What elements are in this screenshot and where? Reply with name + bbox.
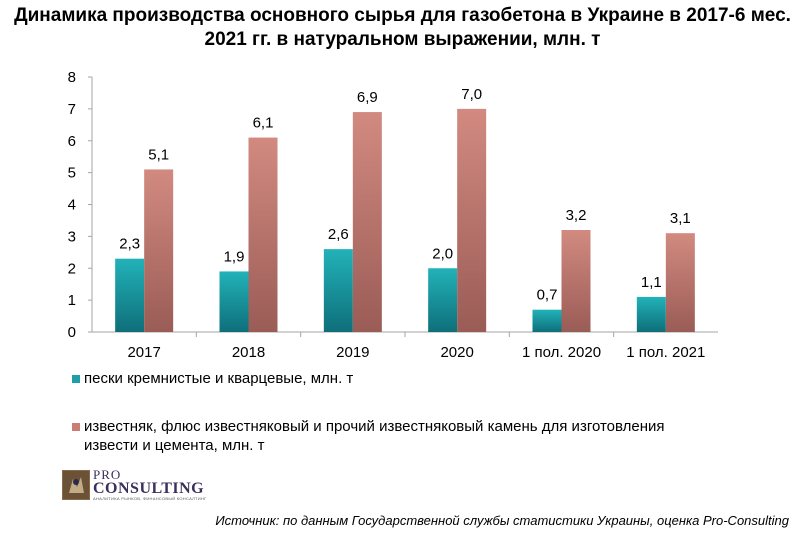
y-tick-label: 2 [68, 260, 76, 277]
pro-consulting-logo: PRO CONSULTING АНАЛИТИКА РЫНКОВ, ФИНАНСО… [62, 468, 207, 501]
bar-sands [323, 249, 353, 332]
legend-label-sands: пески кремнистые и кварцевые, млн. т [84, 370, 354, 387]
data-label-sands: 2,6 [328, 226, 349, 243]
bar-sands [428, 268, 458, 332]
data-label-sands: 2,3 [119, 236, 140, 253]
chart-title: Динамика производства основного сырья дл… [14, 5, 791, 50]
legend-label-limestone-line2: извести и цемента, млн. т [84, 437, 265, 454]
data-label-sands: 1,9 [224, 248, 245, 265]
data-label-limestone: 6,9 [357, 89, 378, 106]
y-tick-label: 7 [68, 101, 76, 118]
logo-consulting-text: CONSULTING [93, 480, 205, 497]
x-tick-label: 2018 [232, 344, 265, 361]
bar-limestone [665, 233, 695, 332]
x-tick-label: 2020 [440, 344, 473, 361]
legend-swatch-sands [72, 375, 80, 383]
bar-sands [115, 258, 145, 332]
source-note: Источник: по данным Государственной служ… [215, 513, 789, 528]
bar-limestone [561, 230, 591, 332]
y-tick-label: 0 [68, 324, 76, 341]
data-label-limestone: 6,1 [253, 115, 274, 132]
y-tick-label: 3 [68, 228, 76, 245]
y-tick-label: 6 [68, 133, 76, 150]
legend-label-limestone: известняк, флюс известняковый и прочий и… [84, 417, 665, 455]
data-label-limestone: 3,2 [566, 207, 587, 224]
y-tick-label: 5 [68, 165, 76, 182]
x-tick-label: 2017 [127, 344, 160, 361]
legend-item-limestone: известняк, флюс известняковый и прочий и… [72, 417, 665, 455]
bar-sands [532, 309, 562, 332]
data-label-sands: 2,0 [432, 245, 453, 262]
data-label-sands: 1,1 [641, 274, 662, 291]
bar-sands [636, 296, 666, 332]
bar-limestone [144, 169, 174, 332]
y-tick-label: 4 [68, 197, 76, 214]
y-tick-label: 1 [68, 292, 76, 309]
legend-label-limestone-line1: известняк, флюс известняковый и прочий и… [84, 418, 665, 435]
data-label-limestone: 3,1 [670, 210, 691, 227]
x-tick-label: 1 пол. 2020 [522, 344, 601, 361]
bar-limestone [248, 137, 278, 332]
data-label-sands: 0,7 [537, 287, 558, 304]
data-label-limestone: 7,0 [461, 86, 482, 103]
logo-pro-text: PRO [93, 467, 122, 482]
data-label-limestone: 5,1 [148, 146, 169, 163]
logo-emblem-icon [62, 469, 90, 500]
x-tick-label: 1 пол. 2021 [626, 344, 705, 361]
x-tick-label: 2019 [336, 344, 369, 361]
y-tick-label: 8 [68, 69, 76, 86]
logo-subtitle: АНАЛИТИКА РЫНКОВ, ФИНАНСОВЫЙ КОНСАЛТИНГ [93, 496, 207, 501]
bar-limestone [352, 112, 382, 332]
bar-limestone [457, 108, 487, 332]
legend-item-sands: пески кремнистые и кварцевые, млн. т [72, 369, 353, 388]
legend-swatch-limestone [72, 423, 80, 431]
bar-sands [219, 271, 249, 332]
